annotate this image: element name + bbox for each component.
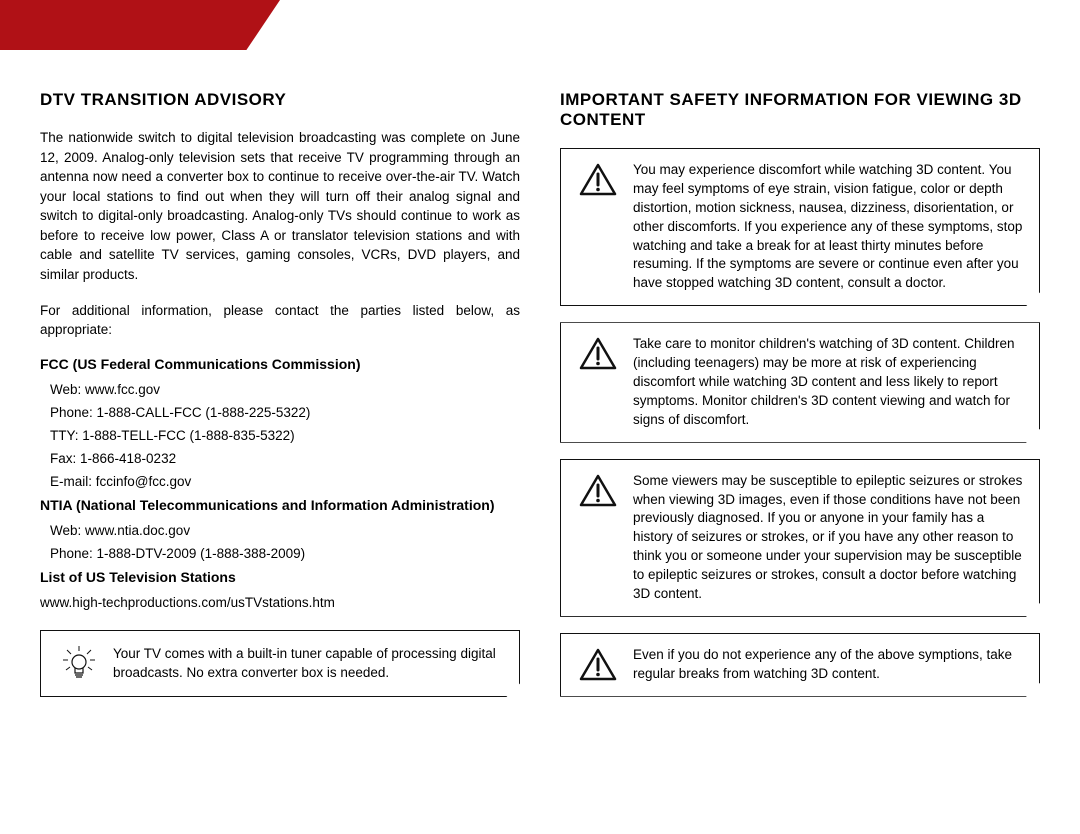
warning-icon <box>579 337 617 371</box>
warning-box-3: Some viewers may be susceptible to epile… <box>560 459 1040 617</box>
fcc-phone: Phone: 1-888-CALL-FCC (1-888-225-5322) <box>50 405 520 420</box>
fcc-tty: TTY: 1-888-TELL-FCC (1-888-835-5322) <box>50 428 520 443</box>
right-column: Important Safety Information for Viewing… <box>560 90 1040 713</box>
tip-text: Your TV comes with a built-in tuner capa… <box>113 645 503 683</box>
warning-icon <box>579 648 617 682</box>
ntia-subhead: NTIA (National Telecommunications and In… <box>40 497 520 513</box>
page-content: DTV Transition Advisory The nationwide s… <box>0 0 1080 733</box>
warning-box-2: Take care to monitor children's watching… <box>560 322 1040 442</box>
ntia-web: Web: www.ntia.doc.gov <box>50 523 520 538</box>
warning-text-3: Some viewers may be susceptible to epile… <box>633 472 1023 604</box>
safety-heading: Important Safety Information for Viewing… <box>560 90 1040 130</box>
stations-subhead: List of US Television Stations <box>40 569 520 585</box>
warning-text-4: Even if you do not experience any of the… <box>633 646 1023 684</box>
fcc-email: E-mail: fccinfo@fcc.gov <box>50 474 520 489</box>
lightbulb-icon <box>61 646 97 682</box>
warning-icon <box>579 474 617 508</box>
warning-text-2: Take care to monitor children's watching… <box>633 335 1023 429</box>
header-red-tab <box>0 0 280 50</box>
stations-url: www.high-techproductions.com/usTVstation… <box>40 595 520 610</box>
warning-text-1: You may experience discomfort while watc… <box>633 161 1023 293</box>
fcc-fax: Fax: 1-866-418-0232 <box>50 451 520 466</box>
left-column: DTV Transition Advisory The nationwide s… <box>40 90 520 713</box>
dtv-advisory-heading: DTV Transition Advisory <box>40 90 520 110</box>
fcc-web: Web: www.fcc.gov <box>50 382 520 397</box>
dtv-para-2: For additional information, please conta… <box>40 301 520 340</box>
warning-box-4: Even if you do not experience any of the… <box>560 633 1040 697</box>
tip-callout: Your TV comes with a built-in tuner capa… <box>40 630 520 698</box>
dtv-para-1: The nationwide switch to digital televis… <box>40 128 520 285</box>
warning-icon <box>579 163 617 197</box>
warning-box-1: You may experience discomfort while watc… <box>560 148 1040 306</box>
fcc-subhead: FCC (US Federal Communications Commissio… <box>40 356 520 372</box>
ntia-phone: Phone: 1-888-DTV-2009 (1-888-388-2009) <box>50 546 520 561</box>
